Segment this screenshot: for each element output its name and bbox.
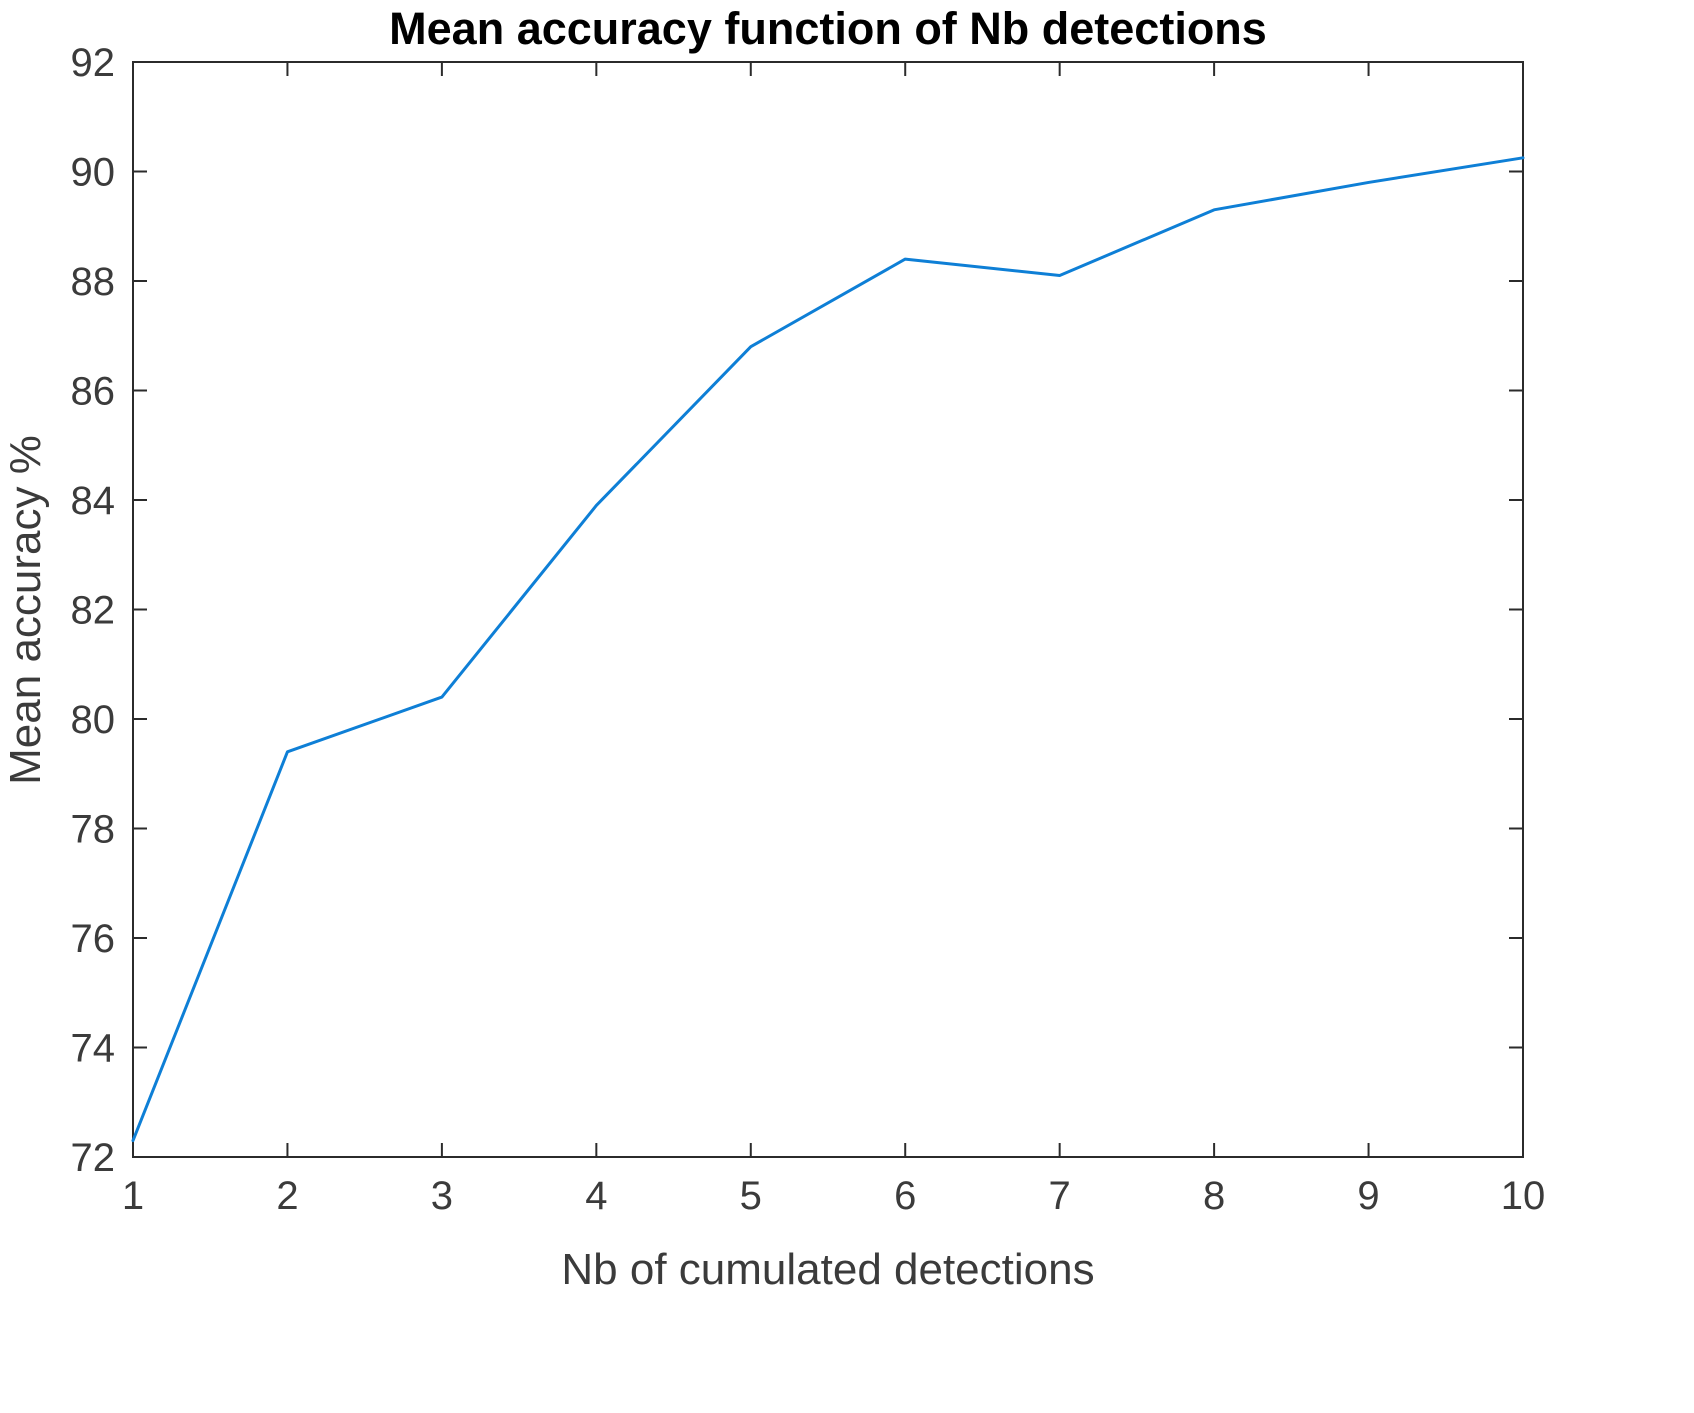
y-tick-label: 88 bbox=[71, 260, 116, 304]
y-tick-label: 86 bbox=[71, 370, 116, 414]
x-tick-label: 7 bbox=[1049, 1174, 1071, 1218]
y-tick-label: 74 bbox=[71, 1027, 116, 1071]
x-tick-label: 10 bbox=[1501, 1174, 1546, 1218]
y-tick-label: 72 bbox=[71, 1136, 116, 1180]
plot-box bbox=[132, 61, 1524, 1158]
x-tick-label: 6 bbox=[894, 1174, 916, 1218]
y-tick-label: 80 bbox=[71, 698, 116, 742]
y-tick-label: 84 bbox=[71, 479, 116, 523]
x-tick-label: 1 bbox=[122, 1174, 144, 1218]
y-tick-label: 90 bbox=[71, 151, 116, 195]
x-tick-label: 8 bbox=[1203, 1174, 1225, 1218]
mean-accuracy-line bbox=[131, 156, 1525, 1143]
x-tick-label: 5 bbox=[740, 1174, 762, 1218]
x-tick-label: 2 bbox=[276, 1174, 298, 1218]
y-tick-label: 78 bbox=[71, 808, 116, 852]
x-tick-label: 9 bbox=[1357, 1174, 1379, 1218]
x-tick-label: 4 bbox=[585, 1174, 607, 1218]
y-axis-label: Mean accuracy % bbox=[1, 435, 50, 785]
chart-title: Mean accuracy function of Nb detections bbox=[389, 3, 1267, 54]
x-axis-label: Nb of cumulated detections bbox=[561, 1245, 1094, 1294]
y-tick-label: 76 bbox=[71, 917, 116, 961]
y-tick-label: 92 bbox=[71, 41, 116, 85]
y-tick-label: 82 bbox=[71, 589, 116, 633]
x-tick-label: 3 bbox=[431, 1174, 453, 1218]
